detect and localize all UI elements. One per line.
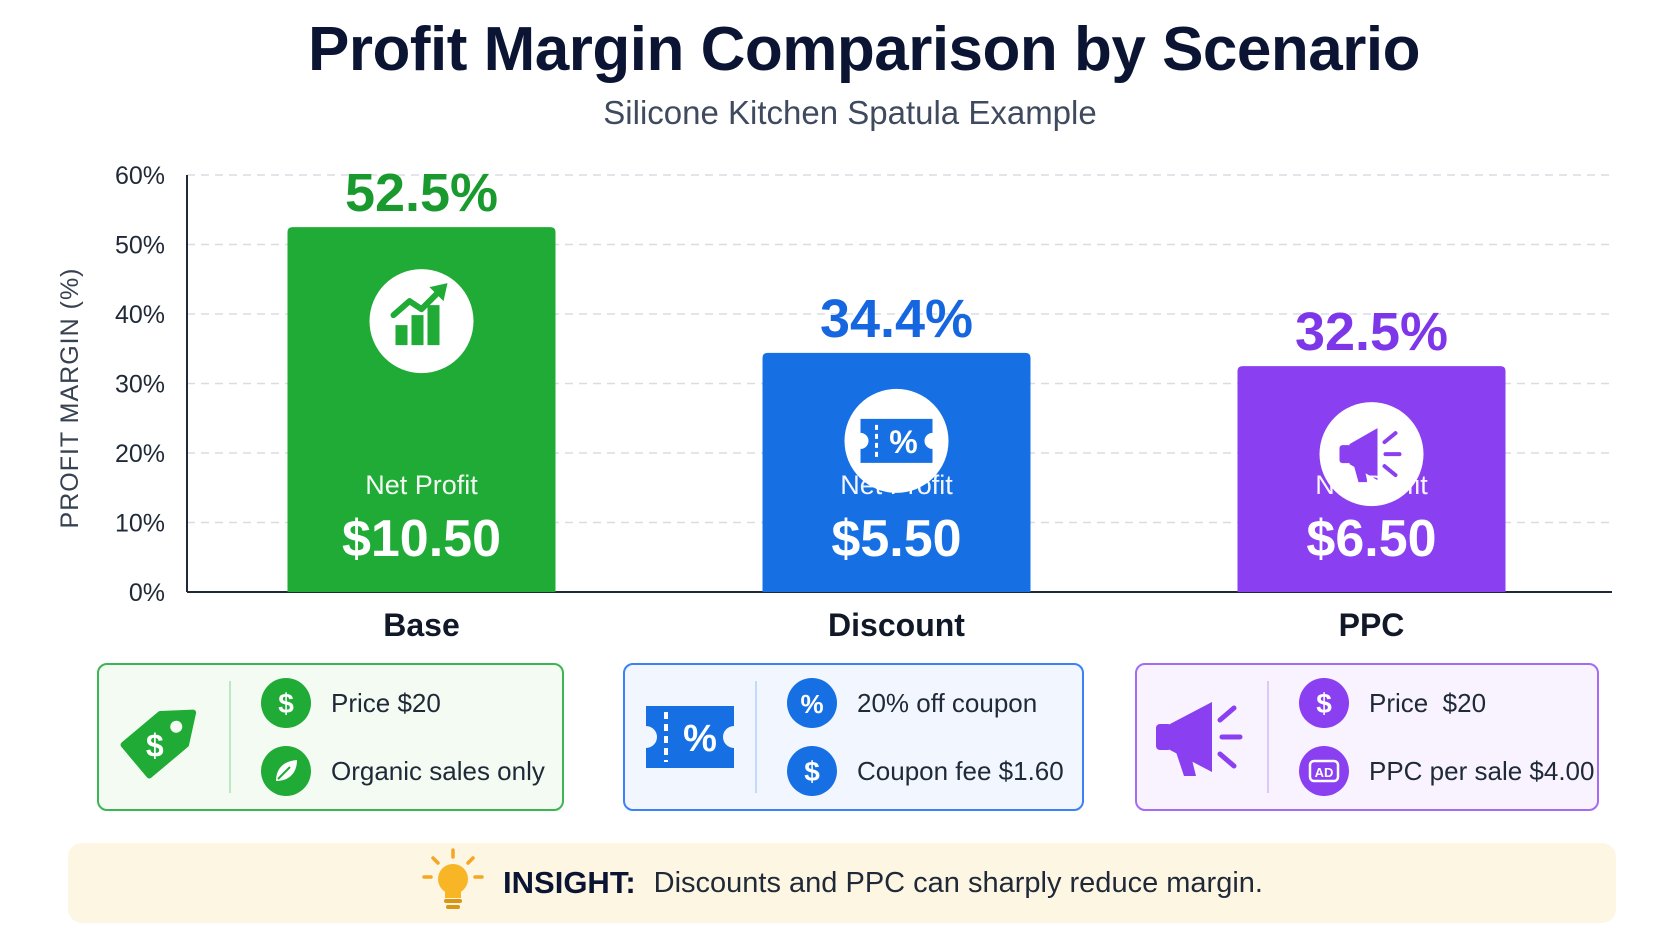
card-row: $ Price $20 [1299, 678, 1597, 728]
data-label: 32.5% [1295, 302, 1448, 362]
insight-banner: INSIGHT: Discounts and PPC can sharply r… [68, 843, 1616, 923]
megaphone-icon-wave [1382, 464, 1398, 478]
coupon-icon: % [625, 665, 755, 809]
dollar-icon: $ [787, 746, 837, 796]
net-profit-value: $6.50 [1306, 510, 1436, 568]
data-label: 52.5% [345, 163, 498, 223]
card-row: AD PPC per sale $4.00 [1299, 746, 1597, 796]
percent-icon: % [787, 678, 837, 728]
dollar-icon: $ [261, 678, 311, 728]
scenario-card-ppc: $ Price $20 AD PPC per sale $4.00 [1135, 663, 1599, 811]
data-label: 34.4% [820, 289, 973, 349]
svg-text:$: $ [278, 688, 294, 718]
card-row-text: Organic sales only [331, 755, 545, 786]
card-row-text: Coupon fee $1.60 [857, 755, 1064, 786]
coupon-icon-ticket [860, 418, 933, 463]
scenario-card-discount: % % 20% off coupon $ Coupon fee $1.60 [623, 663, 1084, 811]
lightbulb-icon [421, 847, 485, 919]
card-row-text: PPC per sale $4.00 [1369, 755, 1595, 786]
card-row: $ Coupon fee $1.60 [787, 746, 1082, 796]
leaf-icon [261, 746, 311, 796]
insight-label: INSIGHT: [503, 865, 636, 900]
y-tick-label: 0% [129, 579, 165, 607]
growth-chart-icon-bar [411, 315, 424, 346]
bar-chart: 0% 10% 20% 30% 40% 50% 60% PROFIT MARGIN (%) 52.… [56, 162, 1612, 643]
chart-title: Profit Margin Comparison by Scenario [308, 15, 1420, 84]
card-row: % 20% off coupon [787, 678, 1082, 728]
megaphone-icon-wave [1382, 431, 1398, 445]
card-row-text: Price $20 [1369, 687, 1487, 718]
svg-text:$: $ [146, 728, 164, 764]
card-row-text: 20% off coupon [857, 687, 1038, 718]
svg-text:$: $ [1316, 688, 1332, 718]
y-tick-label: 30% [115, 371, 165, 399]
chart-subtitle: Silicone Kitchen Spatula Example [603, 94, 1097, 131]
y-tick-label: 10% [115, 510, 165, 538]
price-tag-icon: $ [99, 665, 229, 809]
x-tick-label: PPC [1339, 607, 1405, 643]
x-tick-label: Base [383, 607, 460, 643]
svg-text:%: % [800, 689, 823, 718]
y-tick-label: 50% [115, 232, 165, 260]
card-row: $ Price $20 [261, 678, 562, 728]
growth-chart-icon-bar [395, 325, 408, 346]
y-tick-label: 20% [115, 440, 165, 468]
bar [287, 227, 556, 592]
card-row: Organic sales only [261, 746, 562, 796]
net-profit-label: Net Profit [1315, 470, 1428, 500]
net-profit-label: Net Profit [365, 470, 478, 500]
y-axis-label: PROFIT MARGIN (%) [56, 268, 84, 529]
y-tick-label: 40% [115, 301, 165, 329]
megaphone-icon-body [1339, 445, 1352, 464]
scenario-card-base: $ $ Price $20 Organic sales only [97, 663, 564, 811]
svg-text:AD: AD [1315, 765, 1334, 780]
growth-chart-icon-arrowhead [429, 283, 448, 302]
megaphone-icon [1137, 665, 1267, 809]
y-tick-label: 60% [115, 162, 165, 190]
net-profit-value: $10.50 [342, 510, 501, 568]
dollar-icon: $ [1299, 678, 1349, 728]
growth-chart-icon-bar [427, 305, 440, 346]
growth-chart-icon-arrow [390, 286, 445, 319]
net-profit-label: Net Profit [840, 470, 953, 500]
svg-text:$: $ [804, 756, 820, 786]
ad-icon: AD [1299, 746, 1349, 796]
svg-text:%: % [683, 718, 717, 760]
x-tick-label: Discount [828, 607, 965, 643]
megaphone-icon-handle [1353, 464, 1368, 483]
card-row-text: Price $20 [331, 687, 441, 718]
coupon-icon-glyph: % [889, 424, 917, 460]
insight-text: Discounts and PPC can sharply reduce mar… [653, 866, 1263, 899]
net-profit-value: $5.50 [831, 510, 961, 568]
